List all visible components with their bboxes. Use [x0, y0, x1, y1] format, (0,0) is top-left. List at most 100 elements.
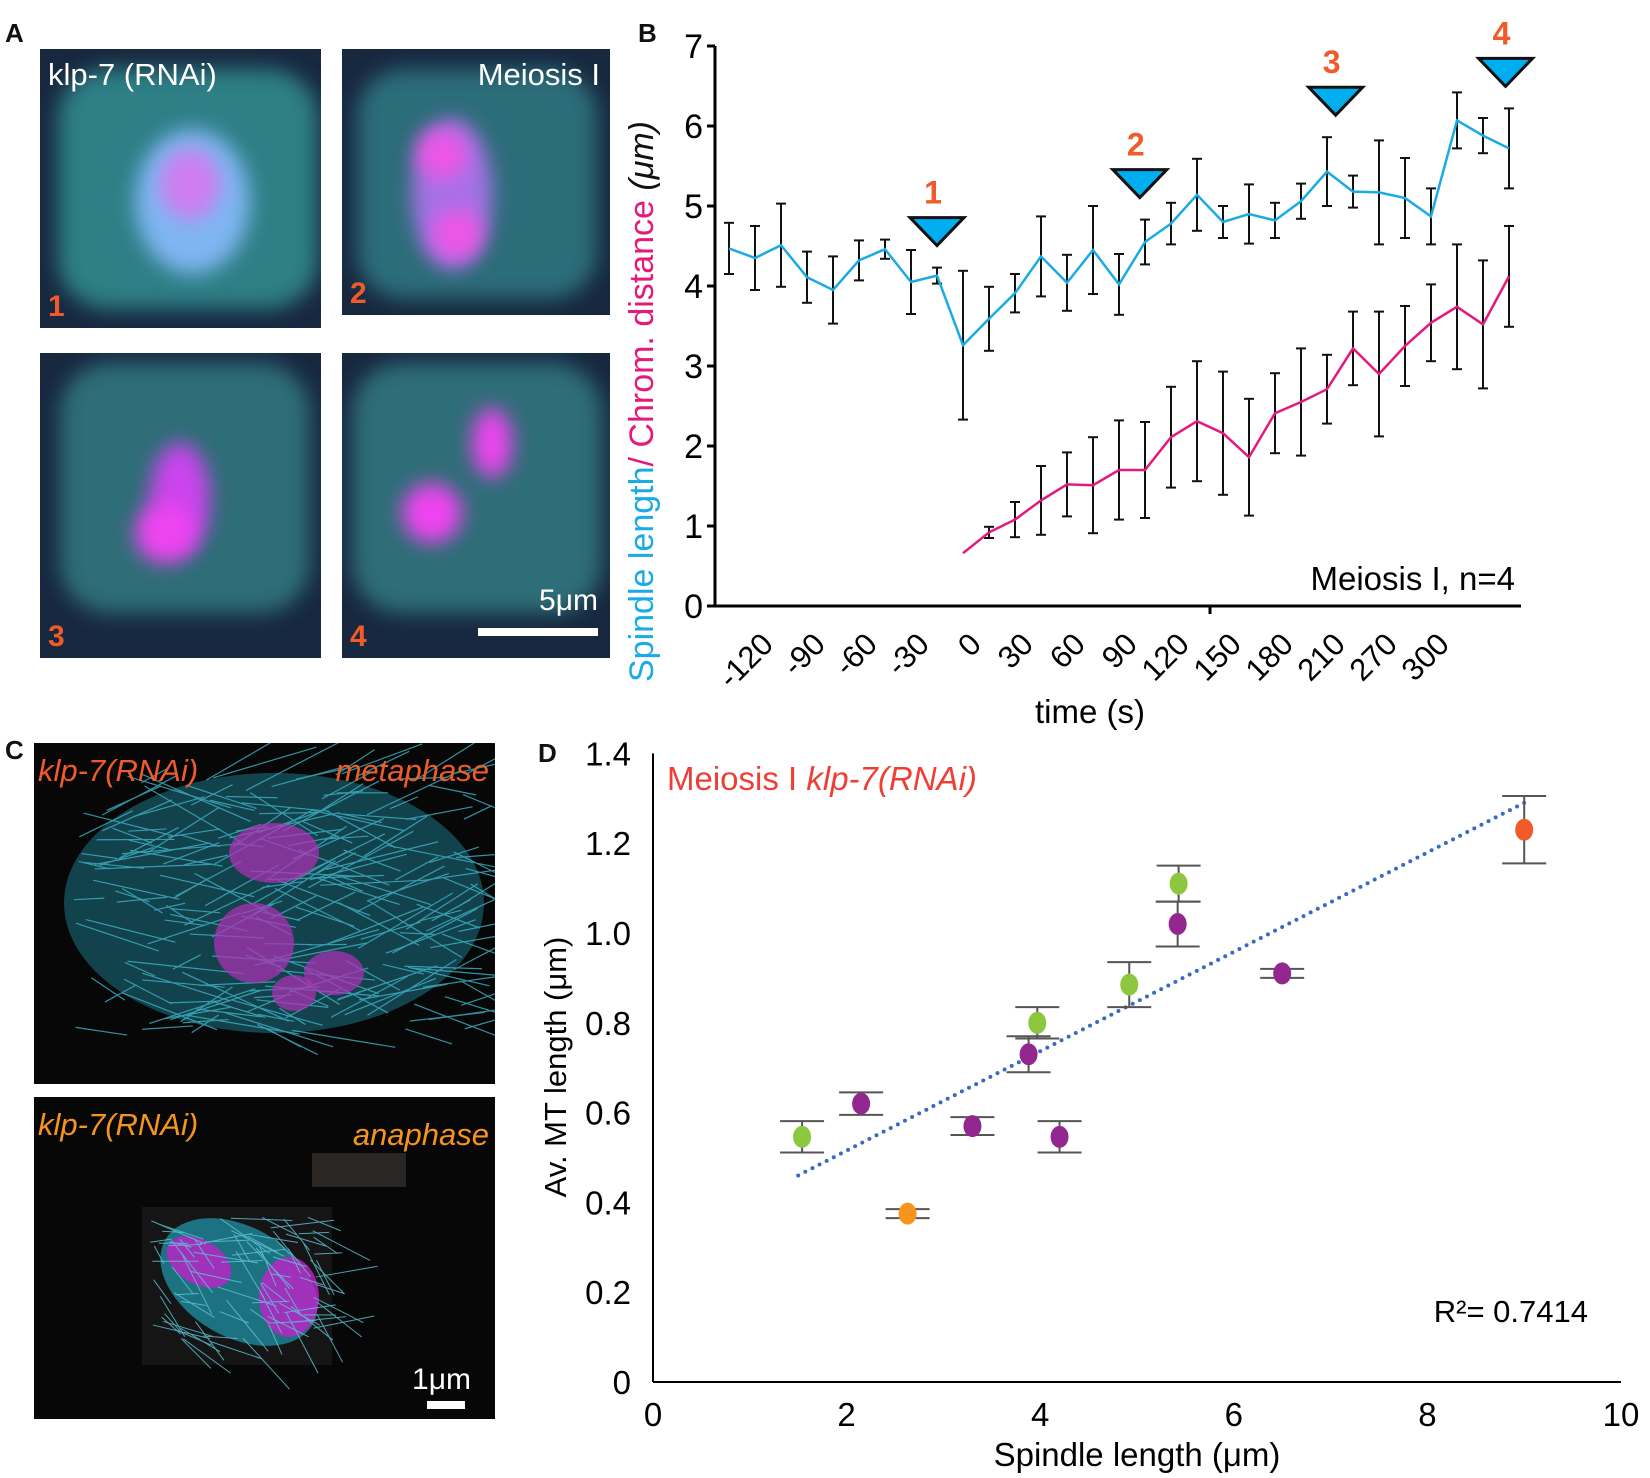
data-point	[1168, 913, 1187, 936]
microtubule-strand	[316, 1260, 335, 1296]
microtubule-strand	[153, 1279, 172, 1304]
microtubule-strand	[295, 906, 355, 927]
microtubule-strand	[326, 810, 396, 849]
microtubule-strand	[196, 1008, 262, 1018]
microtubule-strand	[441, 933, 495, 954]
microtubule-strand	[453, 947, 495, 971]
microtubule-strand	[465, 758, 495, 775]
y-tick-label: 0.8	[585, 1005, 631, 1042]
x-tick-label: 10	[1603, 1396, 1640, 1433]
microtubule-strand	[431, 898, 472, 922]
scale-bar-label: 5μm	[539, 584, 598, 617]
anaphase-condition: klp-7(RNAi)	[38, 1107, 199, 1142]
microtubule-strand	[85, 918, 176, 943]
microtubule-strand	[90, 977, 126, 1001]
microtubule-strand	[282, 780, 380, 832]
microtubule-strand	[270, 1273, 291, 1278]
microtubule-strand	[295, 1319, 317, 1323]
y-tick-label: 2	[684, 428, 703, 466]
microtubule-strand	[259, 1245, 277, 1287]
x-tick-label: 210	[1291, 626, 1352, 687]
microtubule-strand	[75, 922, 159, 952]
y-tick-label: 1.2	[585, 825, 631, 862]
microtubule-strand	[261, 1216, 297, 1236]
microtubule-strand	[342, 813, 417, 821]
spindle-length-line	[728, 118, 1510, 348]
panel-a-title-left: klp-7 (RNAi)	[48, 57, 217, 92]
microtubule-strand	[190, 1270, 242, 1284]
microtubule-strand	[249, 1234, 299, 1243]
tile-number: 3	[48, 620, 65, 653]
scale-bar	[427, 1401, 465, 1409]
microtubule-strand	[444, 996, 495, 1013]
microtubule-strand	[121, 887, 163, 914]
microtubule-strand	[270, 1219, 335, 1229]
microtubule-strand	[355, 750, 410, 778]
microtubule-strand	[231, 1230, 285, 1257]
microtubule-strand	[184, 854, 228, 866]
microtubule-strand	[456, 853, 495, 859]
microtubule-strand	[316, 1301, 363, 1338]
microtubule-strand	[385, 919, 476, 954]
microtubule-strand	[308, 830, 414, 889]
x-tick-label: -120	[711, 626, 780, 695]
microtubule-strand	[163, 1320, 213, 1337]
microtubule-strand	[235, 1250, 266, 1300]
microtubule-strand	[112, 827, 153, 844]
stage-marker-label: 1	[924, 175, 942, 211]
microtubule-strand	[128, 839, 169, 850]
x-tick-label: 60	[1043, 626, 1092, 675]
microtubule-strand	[470, 883, 495, 900]
y-tick-label: 1	[684, 508, 703, 546]
panel-a-title-right: Meiosis I	[477, 57, 600, 92]
y-tick-label: 0.2	[585, 1274, 631, 1311]
microtubule-strand	[461, 993, 495, 1006]
microtubule-strand	[185, 784, 257, 810]
microtubule-strand	[171, 1266, 194, 1294]
tile-number: 4	[350, 620, 367, 653]
chart-title-part: klp-7(RNAi)	[806, 760, 977, 797]
microtubule-strand	[232, 999, 323, 1026]
microtubule-strand	[230, 1217, 293, 1221]
microtubule-strand	[83, 812, 174, 837]
microtubule-strand	[261, 880, 305, 889]
panel-label-a: A	[5, 18, 24, 48]
data-point	[1019, 1043, 1038, 1066]
microtubule-strand	[405, 1028, 453, 1045]
microtubule-strand	[430, 935, 495, 949]
microtubule-strand	[219, 1311, 249, 1324]
data-point	[1169, 872, 1188, 895]
microtubule-strand	[174, 1329, 212, 1346]
anaphase-label: anaphase	[352, 1117, 489, 1152]
data-point	[1028, 1011, 1047, 1034]
microtubule-strand	[184, 884, 270, 926]
chart-title-part: Meiosis I	[667, 760, 806, 797]
gray-box	[312, 1153, 406, 1187]
microtubule-strand	[182, 1338, 231, 1374]
microtubule-strand	[422, 976, 495, 988]
microtubule-strand	[169, 1000, 221, 1004]
microtubule-strand	[284, 1287, 302, 1317]
metaphase-microtubule-render	[64, 743, 495, 1056]
microtubule-strand	[226, 795, 278, 799]
microtubule-strand	[172, 877, 210, 900]
microtubule-strand	[317, 852, 356, 874]
micrograph-tile-1: klp-7 (RNAi) 1	[40, 49, 321, 328]
data-point	[1515, 818, 1534, 841]
x-tick-label: 6	[1225, 1396, 1243, 1433]
microtubule-strand	[209, 1341, 263, 1360]
chart-annotation: Meiosis I, n=4	[1310, 560, 1515, 597]
data-point	[1273, 962, 1292, 985]
x-tick-label: 30	[991, 626, 1040, 675]
micrograph-tile-2: Meiosis I 2	[342, 49, 610, 315]
microtubule-strand	[193, 1251, 259, 1264]
microtubule-strand	[279, 1302, 320, 1326]
microtubule-strand	[313, 1296, 364, 1324]
microtubule-strand	[413, 967, 495, 976]
microtubule-strand	[124, 961, 155, 977]
microtubule-strand	[463, 804, 493, 820]
microtubule-strand	[312, 809, 404, 832]
microtubule-strand	[203, 1335, 238, 1339]
stage-marker-label: 2	[1127, 127, 1145, 163]
microtubule-strand	[259, 1291, 283, 1334]
